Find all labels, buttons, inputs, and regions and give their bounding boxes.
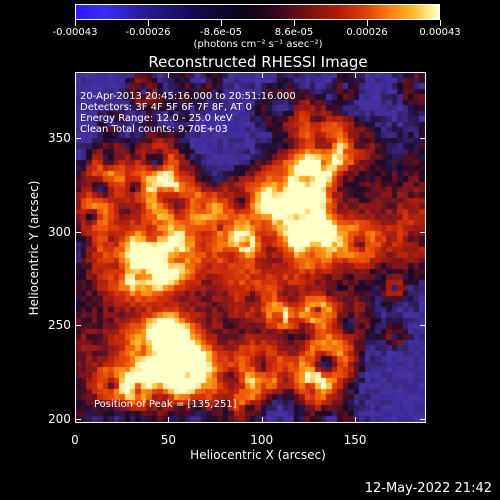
colorbar-tick-label: -8.6e-05 (200, 27, 242, 38)
colorbar-units-label: (photons cm⁻² s⁻¹ asec⁻²) (193, 39, 323, 50)
colorbar-tick (220, 20, 222, 26)
y-tick (75, 419, 81, 421)
colorbar-tick-label: 0.00043 (419, 27, 461, 38)
info-detectors: Detectors: 3F 4F 5F 6F 7F 8F, AT 0 (80, 102, 252, 113)
x-tick (168, 417, 170, 423)
x-axis-label: Heliocentric X (arcsec) (190, 448, 326, 462)
info-energy-range: Energy Range: 12.0 - 25.0 keV (80, 113, 233, 124)
colorbar-tick (147, 20, 149, 26)
y-tick (75, 231, 81, 233)
x-tick (168, 72, 170, 78)
y-tick (420, 231, 426, 233)
x-tick (261, 417, 263, 423)
y-axis-label: Heliocentric Y (arcsec) (27, 180, 41, 316)
colorbar-tick-label: -0.00043 (52, 27, 98, 38)
x-tick-label: 100 (250, 433, 274, 447)
colorbar-tick-label: 8.6e-05 (274, 27, 314, 38)
info-clean-total-counts: Clean Total counts: 9.70E+03 (80, 124, 228, 135)
x-tick-label: 150 (343, 433, 367, 447)
x-tick-label: 0 (71, 433, 79, 447)
y-tick-label: 300 (48, 224, 71, 239)
y-tick (420, 325, 426, 327)
y-tick-label: 200 (48, 412, 71, 427)
colorbar-tick (74, 20, 76, 26)
image-title: Reconstructed RHESSI Image (148, 53, 368, 71)
y-tick (420, 419, 426, 421)
info-time-range: 20-Apr-2013 20:45:16.000 to 20:51:16.000 (80, 91, 296, 102)
colorbar-tick-label: 0.00026 (346, 27, 388, 38)
x-tick (75, 72, 76, 78)
y-tick-label: 250 (48, 318, 71, 333)
y-tick (75, 325, 81, 327)
colorbar-tick (439, 20, 441, 26)
x-tick (355, 417, 357, 423)
x-tick-label: 50 (160, 433, 176, 447)
y-tick-label: 350 (48, 130, 71, 145)
colorbar-tick-label: -0.00026 (125, 27, 171, 38)
x-tick (261, 72, 263, 78)
colorbar-tick (366, 20, 368, 26)
colorbar-tick (293, 20, 295, 26)
heatmap-image (76, 73, 425, 422)
y-tick (75, 137, 81, 139)
y-tick (420, 137, 426, 139)
peak-position-label: Position of Peak = [135,251] (94, 399, 237, 410)
timestamp: 12-May-2022 21:42 (364, 481, 492, 496)
x-tick (355, 72, 357, 78)
heatmap-plot-area[interactable]: 20-Apr-2013 20:45:16.000 to 20:51:16.000… (75, 72, 426, 423)
colorbar (75, 4, 440, 20)
